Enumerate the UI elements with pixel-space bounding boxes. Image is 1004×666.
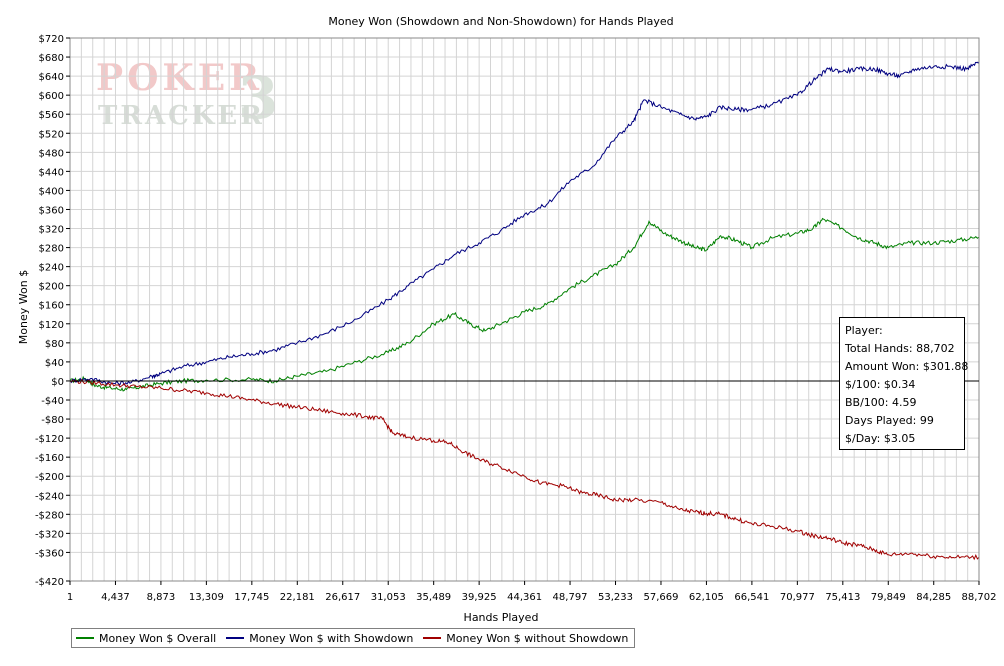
x-tick-label-18: 79,849 [871,592,906,603]
y-tick-label-4: $560 [39,110,64,121]
y-tick-label-11: $280 [39,244,64,255]
x-tick-label-1: 4,437 [101,592,130,603]
x-tick-label-19: 84,285 [916,592,951,603]
legend-swatch-non-showdown [423,637,442,639]
y-tick-label-0: $720 [39,34,64,45]
chart-title: Money Won (Showdown and Non-Showdown) fo… [328,15,673,28]
y-tick-label-28: -$420 [35,577,64,588]
y-tick-label-16: $80 [45,339,64,350]
stats-bb-per-100: BB/100: 4.59 [845,396,917,409]
y-tick-label-18: $0 [51,377,64,388]
y-tick-label-19: -$40 [41,396,64,407]
stats-dollars-per-day: $/Day: $3.05 [845,432,916,445]
x-axis-label: Hands Played [464,611,539,624]
player-stats-box: Player: Total Hands: 88,702 Amount Won: … [839,317,969,450]
y-tick-label-23: -$200 [35,472,64,483]
x-tick-label-5: 22,181 [280,592,315,603]
y-tick-label-6: $480 [39,148,64,159]
watermark-line1: POKER [96,57,263,99]
y-tick-label-27: -$360 [35,548,64,559]
legend-item-showdown: Money Won $ with Showdown [226,632,413,645]
y-tick-label-12: $240 [39,263,64,274]
grid [69,37,980,582]
series-showdown-line [69,61,980,386]
series-layer [69,61,980,561]
y-tick-label-25: -$280 [35,510,64,521]
x-tick-labels: 1 4,437 8,873 13,309 17,745 22,181 26,617 31,05… [67,592,997,603]
y-tick-label-8: $400 [39,186,64,197]
x-tick-label-17: 75,413 [825,592,860,603]
legend-item-overall: Money Won $ Overall [76,632,216,645]
x-tick-label-8: 35,489 [416,592,451,603]
legend-swatch-overall [76,637,94,639]
x-tick-label-13: 57,669 [643,592,678,603]
y-tick-label-3: $600 [39,91,64,102]
y-tick-label-9: $360 [39,205,64,216]
legend-label-showdown: Money Won $ with Showdown [249,631,414,645]
stats-amount-won: Amount Won: $301.88 [845,360,969,373]
x-tick-label-15: 66,541 [734,592,769,603]
x-tick-label-0: 1 [67,592,73,603]
y-tick-label-24: -$240 [35,491,64,502]
x-tick-label-11: 48,797 [553,592,588,603]
stats-player: Player: [845,324,883,337]
y-tick-label-26: -$320 [35,529,64,540]
legend-item-non-showdown: Money Won $ without Showdown [423,632,628,645]
x-tick-label-3: 13,309 [189,592,224,603]
x-tick-label-14: 62,105 [689,592,724,603]
y-tick-label-10: $320 [39,225,64,236]
y-tick-label-7: $440 [39,167,64,178]
x-tick-label-7: 31,053 [371,592,406,603]
y-tick-label-13: $200 [39,282,64,293]
x-tick-label-16: 70,977 [780,592,815,603]
y-tick-label-1: $680 [39,53,64,64]
y-tick-label-17: $40 [45,358,64,369]
watermark-line2: TRACKER [98,101,265,131]
series-overall-line [69,217,980,392]
y-tick-label-21: -$120 [35,434,64,445]
y-tick-label-2: $640 [39,72,64,83]
stats-dollars-per-100: $/100: $0.34 [845,378,916,391]
series-non-showdown-line [69,378,980,561]
x-tick-label-2: 8,873 [147,592,176,603]
legend-swatch-showdown [226,637,245,639]
y-tick-labels: $720 $680 $640 $600 $560 $520 $480 $440 $400 $360… [35,34,64,588]
legend-label-overall: Money Won $ Overall [99,631,217,645]
y-tick-label-20: -$80 [41,415,64,426]
x-tick-label-9: 39,925 [462,592,497,603]
stats-total-hands: Total Hands: 88,702 [845,342,955,355]
legend-label-non-showdown: Money Won $ without Showdown [446,631,629,645]
y-tick-label-14: $160 [39,301,64,312]
axes [66,37,980,585]
x-tick-label-4: 17,745 [234,592,269,603]
watermark-logo: POKER 3 TRACKER [96,57,278,132]
x-tick-label-20: 88,702 [962,592,997,603]
y-tick-label-15: $120 [39,320,64,331]
x-tick-label-10: 44,361 [507,592,542,603]
watermark-number: 3 [238,64,278,132]
x-tick-label-6: 26,617 [325,592,360,603]
stats-days-played: Days Played: 99 [845,414,934,427]
y-tick-label-22: -$160 [35,453,64,464]
y-tick-label-5: $520 [39,129,64,140]
x-tick-label-12: 53,233 [598,592,633,603]
legend: Money Won $ Overall Money Won $ with Sho… [71,628,636,648]
y-axis-label: Money Won $ [17,270,30,344]
